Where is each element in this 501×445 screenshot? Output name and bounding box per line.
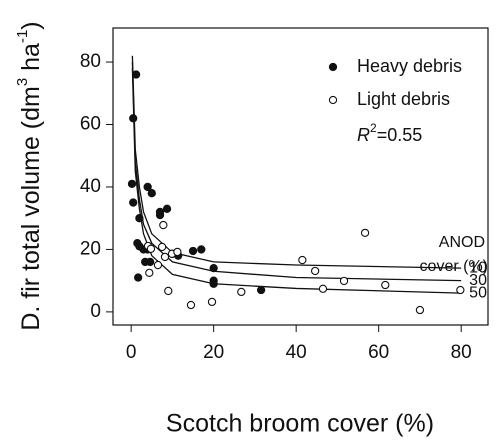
- curve-label: 30: [469, 272, 487, 289]
- point: [135, 214, 144, 223]
- curve-title: cover (%): [420, 258, 488, 275]
- point: [159, 220, 168, 230]
- x-axis-title: Scotch broom cover (%): [166, 410, 434, 438]
- point: [145, 268, 154, 277]
- point: [237, 287, 246, 297]
- x-tick-label: 20: [203, 342, 224, 363]
- fitted-curve: [131, 62, 462, 282]
- y-axis-title: D. fir total volume (dm3 ha-1): [14, 21, 45, 330]
- point: [173, 247, 182, 257]
- plot-frame: [112, 27, 489, 326]
- point: [131, 70, 141, 79]
- point: [188, 246, 198, 256]
- x-tick-label: 60: [368, 342, 389, 363]
- point: [197, 245, 206, 254]
- point: [209, 264, 218, 273]
- point: [339, 276, 349, 286]
- point: [153, 260, 163, 270]
- point: [127, 179, 137, 188]
- legend-marker: [328, 62, 338, 72]
- point: [147, 189, 156, 198]
- point: [298, 255, 307, 265]
- point: [164, 286, 173, 296]
- point: [134, 273, 143, 282]
- point: [186, 300, 196, 310]
- legend-label: Heavy debris: [357, 56, 462, 76]
- point: [143, 182, 152, 192]
- fitted-curve: [131, 68, 462, 294]
- y-title-part: D. fir total volume (dm: [17, 86, 45, 331]
- y-title-sup: 3: [14, 78, 31, 86]
- y-tick-label: 40: [80, 176, 101, 197]
- y-title-part: ): [17, 21, 45, 29]
- x-tick-label: 0: [126, 342, 137, 363]
- curve-label: 50: [469, 284, 487, 301]
- point: [381, 280, 390, 290]
- point: [207, 297, 217, 307]
- y-tick-label: 0: [90, 301, 101, 322]
- r2-sup: 2: [370, 121, 377, 135]
- point: [160, 252, 170, 262]
- r2-part: =0.55: [377, 125, 423, 145]
- point: [256, 285, 266, 295]
- point: [415, 305, 425, 315]
- r-squared: R2=0.55: [357, 121, 422, 145]
- point: [155, 210, 165, 220]
- y-tick-label: 80: [80, 51, 101, 72]
- y-tick-label: 20: [80, 238, 101, 259]
- point: [209, 279, 218, 288]
- point: [456, 285, 465, 295]
- x-tick-label: 80: [451, 342, 472, 363]
- fitted-curve: [131, 55, 462, 269]
- legend-label: Light debris: [357, 89, 450, 109]
- curve-title: ANOD: [439, 234, 485, 251]
- x-tick-label: 40: [286, 342, 307, 363]
- point: [310, 266, 320, 276]
- point: [157, 242, 167, 252]
- r2-part: R: [357, 125, 370, 145]
- point: [145, 257, 155, 267]
- legend-marker: [328, 95, 338, 105]
- y-title-sup: -1: [14, 30, 31, 43]
- point: [129, 114, 138, 123]
- y-title-part: ha: [17, 43, 45, 78]
- point: [318, 284, 328, 293]
- point: [162, 204, 172, 213]
- point: [146, 244, 156, 253]
- point: [129, 198, 138, 207]
- y-tick-label: 60: [80, 114, 101, 135]
- curve-label: 10: [469, 259, 487, 276]
- point: [360, 228, 370, 238]
